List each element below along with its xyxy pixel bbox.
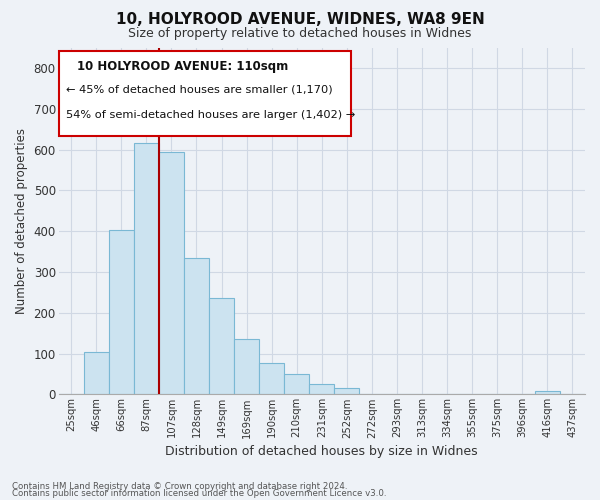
Bar (159, 152, 184, 394)
Text: Size of property relative to detached houses in Widnes: Size of property relative to detached ho… (128, 28, 472, 40)
Bar (284, 374, 309, 394)
Bar (259, 364, 284, 394)
Y-axis label: Number of detached properties: Number of detached properties (15, 128, 28, 314)
Bar (83, 352, 109, 395)
Bar (309, 384, 334, 394)
X-axis label: Distribution of detached houses by size in Widnes: Distribution of detached houses by size … (166, 444, 478, 458)
Text: Contains public sector information licensed under the Open Government Licence v3: Contains public sector information licen… (12, 490, 386, 498)
Bar (184, 258, 209, 394)
Text: ← 45% of detached houses are smaller (1,170): ← 45% of detached houses are smaller (1,… (67, 84, 333, 94)
Text: 10, HOLYROOD AVENUE, WIDNES, WA8 9EN: 10, HOLYROOD AVENUE, WIDNES, WA8 9EN (116, 12, 484, 28)
Bar (134, 142, 159, 394)
Bar (334, 388, 359, 394)
Text: 10 HOLYROOD AVENUE: 110sqm: 10 HOLYROOD AVENUE: 110sqm (77, 60, 288, 72)
Bar (535, 391, 560, 394)
Bar (109, 230, 134, 394)
Text: 54% of semi-detached houses are larger (1,402) →: 54% of semi-detached houses are larger (… (67, 110, 356, 120)
Bar (209, 298, 234, 394)
Bar (59, 51, 351, 136)
Text: Contains HM Land Registry data © Crown copyright and database right 2024.: Contains HM Land Registry data © Crown c… (12, 482, 347, 491)
Bar (234, 339, 259, 394)
